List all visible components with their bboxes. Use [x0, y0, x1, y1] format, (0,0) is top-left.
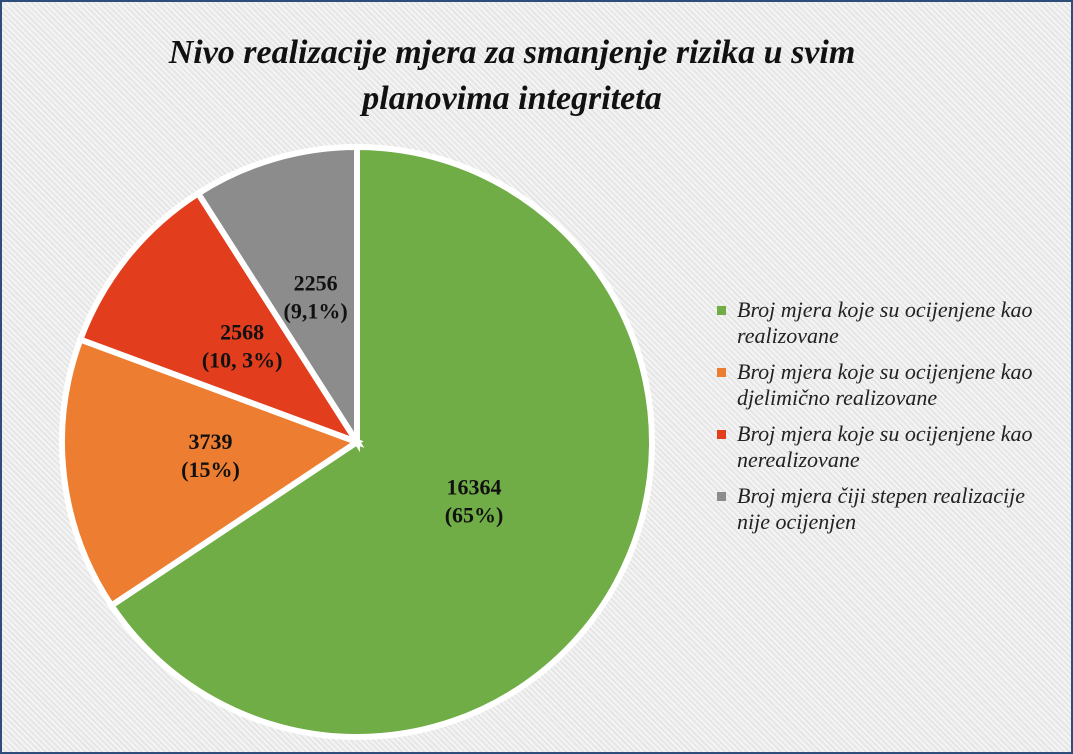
data-label: 2568 [220, 319, 264, 344]
legend-label: Broj mjera čiji stepen realizacije nije … [737, 483, 1025, 534]
data-label: 2256 [294, 270, 338, 295]
data-label-percent: (10, 3%) [202, 347, 283, 372]
legend-swatch [717, 430, 726, 439]
legend-swatch [717, 306, 726, 315]
pie-slice [76, 189, 365, 448]
data-label: 3739 [188, 429, 232, 454]
legend-item: Broj mjera koje su ocijenjene kao realiz… [717, 297, 1047, 349]
legend-label: Broj mjera koje su ocijenjene kao djelim… [737, 359, 1033, 410]
legend-label: Broj mjera koje su ocijenjene kao nereal… [737, 421, 1033, 472]
legend: Broj mjera koje su ocijenjene kao realiz… [717, 297, 1047, 545]
data-label-percent: (9,1%) [284, 298, 348, 323]
legend-item: Broj mjera koje su ocijenjene kao djelim… [717, 359, 1047, 411]
pie-slice [107, 143, 655, 740]
data-label: 16364 [447, 475, 502, 500]
pie-slice [193, 143, 360, 453]
data-label-percent: (15%) [181, 457, 240, 482]
legend-swatch [717, 492, 726, 501]
legend-item: Broj mjera koje su ocijenjene kao nereal… [717, 421, 1047, 473]
legend-label: Broj mjera koje su ocijenjene kao realiz… [737, 297, 1033, 348]
legend-swatch [717, 368, 726, 377]
legend-item: Broj mjera čiji stepen realizacije nije … [717, 483, 1047, 535]
pie-slice [59, 335, 364, 610]
chart-title: Nivo realizacije mjera za smanjenje rizi… [168, 34, 856, 117]
data-label-percent: (65%) [445, 503, 504, 528]
